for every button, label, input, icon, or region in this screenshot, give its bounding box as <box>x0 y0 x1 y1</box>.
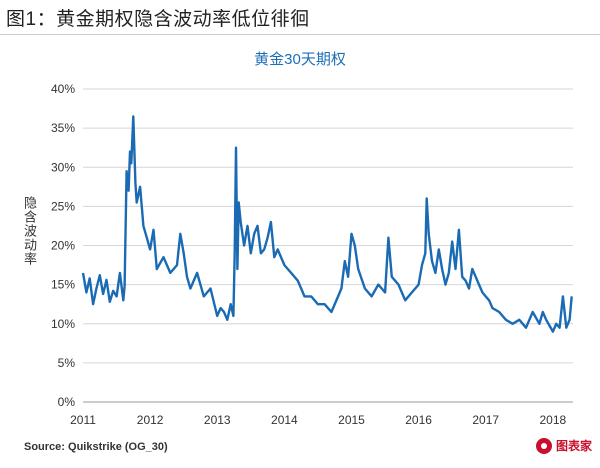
x-tick-label: 2015 <box>338 413 365 427</box>
y-tick-label: 30% <box>51 160 75 174</box>
x-tick-label: 2011 <box>70 413 96 427</box>
y-tick-label: 10% <box>51 317 75 331</box>
chart-title: 黄金30天期权 <box>254 51 346 68</box>
source-note: Source: Quikstrike (OG_30) <box>24 441 168 453</box>
x-tick-label: 2012 <box>137 413 164 427</box>
x-tick-label: 2014 <box>271 413 298 427</box>
title-divider <box>0 34 600 35</box>
grid-lines <box>83 88 573 403</box>
y-tick-label: 0% <box>58 395 76 409</box>
y-tick-label: 20% <box>51 239 75 253</box>
y-tick-labels: 0% 5% 10% 15% 20% 25% 30% 35% 40% <box>51 82 75 409</box>
y-tick-label: 15% <box>51 278 75 292</box>
brand-icon <box>535 438 552 454</box>
y-tick-label: 40% <box>51 82 75 96</box>
y-tick-label: 35% <box>51 121 75 135</box>
x-tick-label: 2017 <box>472 413 499 427</box>
series-line <box>81 115 573 333</box>
x-tick-label: 2013 <box>204 413 231 427</box>
brand-logo: 图表家 <box>535 438 592 454</box>
y-tick-label: 25% <box>51 199 75 213</box>
brand-text: 图表家 <box>555 439 592 453</box>
y-tick-label: 5% <box>58 356 76 370</box>
y-axis-label: 隐含波动率 <box>22 196 37 266</box>
x-tick-labels: 2011 2012 2013 2014 2015 2016 2017 2018 <box>70 413 566 427</box>
figure-title: 图1：黄金期权隐含波动率低位徘徊 <box>6 9 310 30</box>
x-tick-label: 2018 <box>540 413 567 427</box>
x-tick-label: 2016 <box>405 413 432 427</box>
